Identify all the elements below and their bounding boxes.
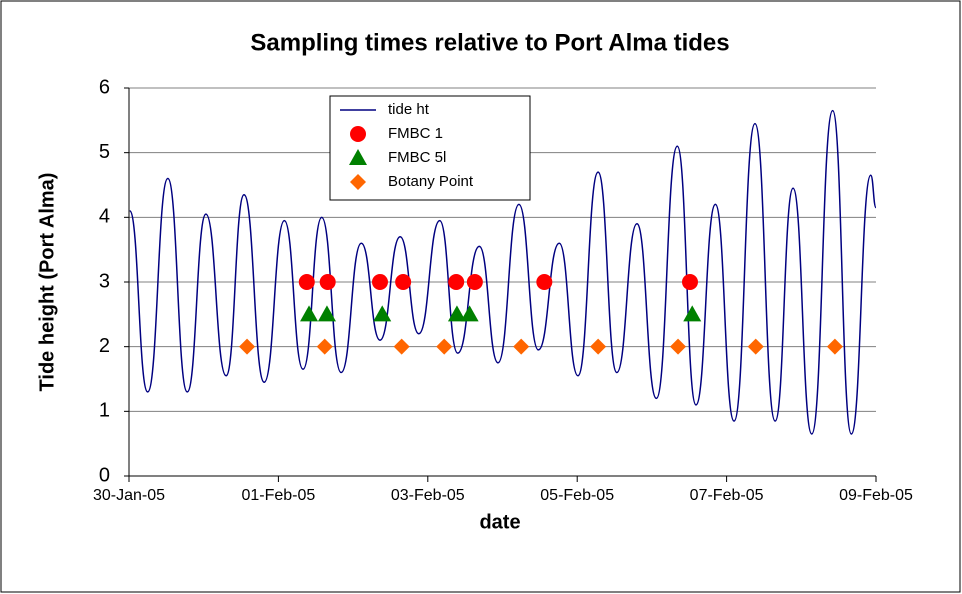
legend-swatch xyxy=(350,174,366,190)
marker xyxy=(300,305,319,322)
marker xyxy=(681,274,698,290)
x-tick-label: 30-Jan-05 xyxy=(93,487,165,504)
marker xyxy=(317,305,336,322)
marker xyxy=(371,274,388,290)
y-tick-label: 1 xyxy=(99,400,110,422)
legend-label: Botany Point xyxy=(388,173,474,190)
marker xyxy=(373,305,392,322)
x-axis-label: date xyxy=(479,511,520,533)
marker xyxy=(747,338,764,355)
x-tick-label: 07-Feb-05 xyxy=(690,487,764,504)
marker xyxy=(436,338,453,355)
marker xyxy=(393,338,410,355)
marker xyxy=(536,274,553,290)
marker xyxy=(590,338,607,355)
y-tick-label: 4 xyxy=(99,206,110,228)
x-tick-label: 03-Feb-05 xyxy=(391,487,465,504)
marker xyxy=(460,305,479,322)
y-tick-label: 0 xyxy=(99,464,110,486)
marker xyxy=(683,305,702,322)
y-axis-label: Tide height (Port Alma) xyxy=(36,173,58,392)
legend-swatch xyxy=(350,126,366,142)
x-tick-label: 09-Feb-05 xyxy=(839,487,913,504)
y-tick-label: 3 xyxy=(99,270,110,292)
y-tick-label: 5 xyxy=(99,141,110,163)
chart-title: Sampling times relative to Port Alma tid… xyxy=(250,29,729,56)
legend-label: FMBC 5l xyxy=(388,149,446,166)
marker xyxy=(466,274,483,290)
marker xyxy=(395,274,412,290)
marker xyxy=(239,338,256,355)
marker xyxy=(826,338,843,355)
legend-label: FMBC 1 xyxy=(388,125,443,142)
marker xyxy=(298,274,315,290)
legend-label: tide ht xyxy=(388,101,430,118)
tide-line xyxy=(129,109,877,435)
legend-swatch xyxy=(349,149,367,165)
x-tick-label: 05-Feb-05 xyxy=(540,487,614,504)
y-tick-label: 6 xyxy=(99,76,110,98)
marker xyxy=(316,338,333,355)
marker xyxy=(670,338,687,355)
marker xyxy=(513,338,530,355)
y-tick-label: 2 xyxy=(99,335,110,357)
marker xyxy=(319,274,336,290)
marker xyxy=(448,274,465,290)
marker xyxy=(447,305,466,322)
x-tick-label: 01-Feb-05 xyxy=(241,487,315,504)
